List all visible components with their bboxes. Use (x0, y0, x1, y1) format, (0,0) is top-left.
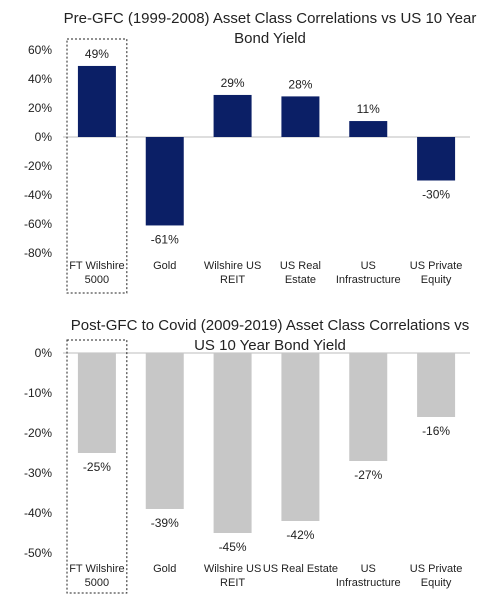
y-tick-label: -20% (24, 159, 52, 173)
chart-pre-gfc: Pre-GFC (1999-2008) Asset Class Correlat… (0, 0, 493, 300)
data-label: -30% (422, 188, 450, 202)
y-tick-label: 40% (28, 72, 52, 86)
chart-plot: 60% 40% 20% 0% -20% -40% -60% -80% 49% FT Wilshir… (24, 38, 470, 294)
data-label: 29% (221, 76, 245, 90)
data-label: -45% (219, 540, 247, 554)
y-tick-label: -20% (24, 426, 52, 440)
bar (145, 137, 184, 226)
category-label: US Private (410, 563, 463, 575)
y-tick-label: 0% (35, 130, 53, 144)
chart-title: Post-GFC to Covid (2009-2019) Asset Clas… (70, 317, 470, 354)
chart-post-gfc: Post-GFC to Covid (2009-2019) Asset Clas… (0, 310, 493, 609)
bar (349, 353, 388, 461)
highlight-box (66, 38, 128, 294)
bar (281, 353, 320, 521)
data-label: 28% (288, 77, 312, 91)
bar (281, 96, 320, 137)
data-label: -27% (354, 468, 382, 482)
chart-title: Pre-GFC (1999-2008) Asset Class Correlat… (63, 10, 477, 47)
y-tick-label: 60% (28, 43, 52, 57)
y-tick-label: -80% (24, 246, 52, 260)
chart-plot: 0% -10% -20% -30% -40% -50% -25% FT Wilshire 500… (24, 339, 470, 594)
category-label: 5000 (85, 577, 109, 589)
category-label: Wilshire US (204, 563, 261, 575)
bar (145, 353, 184, 509)
bar (417, 353, 456, 417)
data-label: -25% (83, 460, 111, 474)
category-label: REIT (220, 577, 245, 589)
category-label: REIT (220, 274, 245, 286)
category-label: US Real (280, 260, 321, 272)
data-label: -16% (422, 424, 450, 438)
data-label: -42% (286, 528, 314, 542)
category-label: Equity (421, 577, 452, 589)
category-label: FT Wilshire (69, 260, 124, 272)
bar (77, 65, 116, 137)
y-tick-label: -40% (24, 506, 52, 520)
y-tick-label: 20% (28, 101, 52, 115)
bar (349, 121, 388, 137)
y-tick-label: -30% (24, 466, 52, 480)
category-label: Estate (285, 274, 316, 286)
category-label: US (361, 260, 376, 272)
category-label: 5000 (85, 274, 109, 286)
y-tick-label: -10% (24, 386, 52, 400)
data-label: 49% (85, 47, 109, 61)
category-label: Infrastructure (336, 274, 401, 286)
bar (213, 94, 252, 137)
category-label: US Real Estate (263, 563, 338, 575)
category-label: Infrastructure (336, 577, 401, 589)
category-label: FT Wilshire (69, 563, 124, 575)
y-tick-label: 0% (35, 346, 53, 360)
category-label: Gold (153, 563, 176, 575)
y-tick-label: -50% (24, 546, 52, 560)
category-label: US Private (410, 260, 463, 272)
category-label: US (361, 563, 376, 575)
y-tick-label: -40% (24, 188, 52, 202)
y-tick-label: -60% (24, 217, 52, 231)
bar (213, 353, 252, 533)
category-label: Gold (153, 260, 176, 272)
data-label: -39% (151, 516, 179, 530)
data-label: -61% (151, 232, 179, 246)
category-label: Equity (421, 274, 452, 286)
highlight-box (66, 339, 128, 594)
bar (417, 137, 456, 181)
category-label: Wilshire US (204, 260, 261, 272)
data-label: 11% (357, 102, 380, 116)
bar (77, 353, 116, 453)
